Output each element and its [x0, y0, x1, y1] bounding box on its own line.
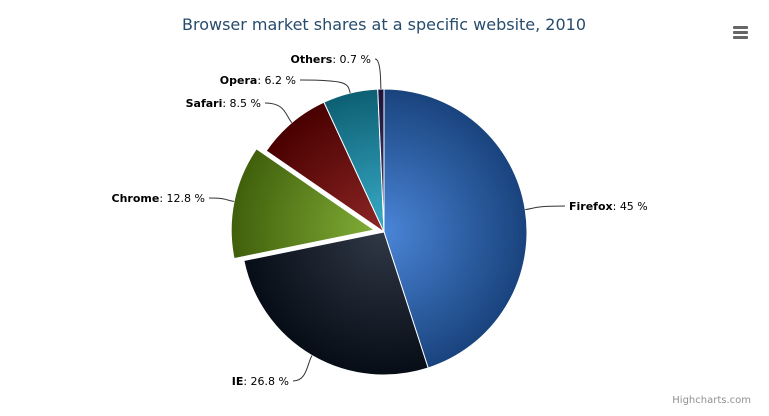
data-label-name: Firefox [569, 200, 613, 213]
pie-slice-firefox[interactable] [383, 88, 528, 369]
data-label-value: 0.7 % [340, 53, 371, 66]
data-label-name: Safari [186, 97, 223, 110]
data-label-name: Chrome [112, 192, 160, 205]
data-label-chrome: Chrome: 12.8 % [112, 192, 205, 205]
data-label-name: Opera [220, 74, 258, 87]
data-label-name: Others [290, 53, 332, 66]
data-label-ie: IE: 26.8 % [232, 375, 289, 388]
connector-firefox [525, 205, 566, 211]
pie-slice-ie[interactable] [243, 231, 429, 376]
connector-safari [264, 102, 293, 124]
credits-link[interactable]: Highcharts.com [672, 395, 751, 406]
pie-slice-others[interactable] [377, 88, 385, 233]
data-label-value: 12.8 % [167, 192, 205, 205]
connector-others [374, 58, 382, 90]
data-label-firefox: Firefox: 45 % [569, 200, 648, 213]
hamburger-menu-icon[interactable] [732, 24, 748, 40]
data-label-value: 8.5 % [230, 97, 261, 110]
data-label-value: 26.8 % [251, 375, 289, 388]
chart-title: Browser market shares at a specific webs… [182, 15, 586, 34]
data-label-name: IE [232, 375, 244, 388]
data-label-safari: Safari: 8.5 % [186, 97, 261, 110]
connector-ie [292, 355, 313, 382]
data-label-opera: Opera: 6.2 % [220, 74, 296, 87]
connector-opera [299, 79, 351, 94]
data-label-others: Others: 0.7 % [290, 53, 371, 66]
data-label-value: 45 % [620, 200, 648, 213]
data-label-value: 6.2 % [265, 74, 296, 87]
connector-chrome [208, 197, 235, 202]
